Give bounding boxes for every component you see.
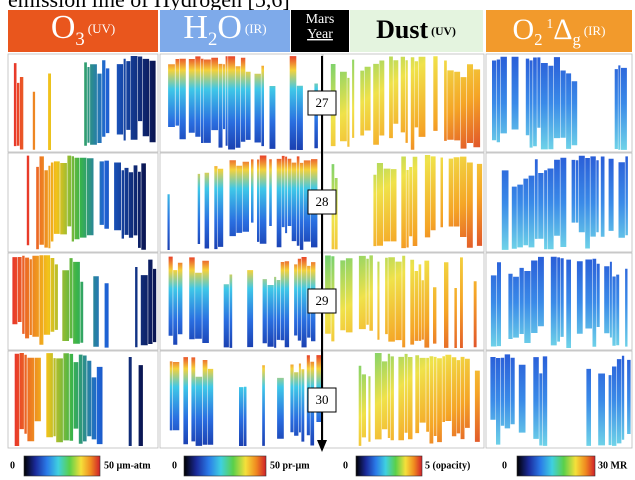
header-part: O — [217, 9, 242, 46]
heatmap — [168, 56, 318, 150]
header-part: 3 — [75, 29, 84, 50]
header-part: Year — [307, 27, 333, 42]
colorbar-max: 50 pr-µm — [270, 460, 310, 471]
heatmap — [492, 56, 627, 150]
header-label: Dust (UV) — [376, 15, 456, 44]
heatmap — [325, 255, 477, 348]
colorbar-min: 0 — [10, 460, 15, 471]
header-part: O — [513, 13, 535, 46]
year-label: 28 — [316, 194, 329, 209]
header-cell — [350, 10, 483, 52]
header-cell — [486, 10, 632, 52]
year-box — [307, 288, 337, 314]
caption-fragment: emission line of Hydrogen [5,6] — [8, 0, 290, 12]
colorbar-min: 0 — [172, 460, 177, 471]
colorbar-min: 0 — [502, 460, 507, 471]
year-label: 27 — [316, 95, 330, 110]
year-label: 30 — [316, 392, 329, 407]
colorbars: 0 50 µm-atm 0 50 pr-µm 0 5 (opacity) 0 30 MR — [10, 455, 628, 477]
heatmap — [13, 56, 156, 150]
header-part: H — [183, 9, 208, 46]
heatmap — [14, 353, 143, 446]
header-cell — [291, 10, 349, 52]
heatmap — [26, 155, 146, 250]
header-cell — [160, 10, 290, 52]
header-part: 2 — [208, 29, 217, 50]
header-part: (UV) — [431, 25, 456, 38]
header-label: O3 (UV) — [51, 9, 115, 50]
year-box — [307, 90, 337, 116]
heatmap — [12, 255, 157, 348]
heatmap — [490, 354, 631, 446]
colorbar-max: 30 MR — [598, 460, 628, 471]
year-label: 29 — [316, 293, 329, 308]
header-part: (IR) — [245, 21, 267, 36]
header-part: 2 — [534, 30, 542, 49]
headers: O3(UV) H2O (IR)Mars Year Dust (UV) O21Δg (IR) — [51, 9, 606, 50]
header-part: Δ — [553, 13, 572, 46]
colorbar-min: 0 — [343, 460, 348, 471]
year-box — [307, 189, 337, 215]
colorbar-max: 50 µm-atm — [104, 460, 151, 471]
panels — [7, 53, 633, 449]
colorbar — [183, 455, 267, 477]
colorbar — [355, 455, 423, 477]
year-box — [307, 387, 337, 413]
header-part: O — [51, 9, 76, 46]
header-part: 1 — [546, 16, 553, 31]
arrow-head — [317, 440, 327, 452]
heatmap — [168, 256, 316, 348]
heatmap — [490, 256, 628, 348]
heatmap — [167, 155, 318, 250]
header-label: O21Δg (IR) — [513, 13, 606, 49]
panel-frame — [485, 350, 633, 449]
header-label: H2O (IR) — [183, 9, 266, 50]
colorbar — [516, 455, 596, 477]
heatmap — [331, 155, 483, 250]
years: 27 28 29 30 — [307, 90, 337, 413]
heatmap — [358, 353, 480, 446]
header-part: Mars — [306, 12, 335, 27]
header-part: (IR) — [584, 23, 606, 38]
panel-frame — [159, 252, 323, 351]
header-label: Mars Year — [306, 12, 335, 42]
heatmap — [330, 56, 481, 150]
header-part: Dust — [376, 15, 428, 44]
colorbar-max: 5 (opacity) — [425, 460, 470, 471]
colorbar — [23, 455, 101, 477]
header-cell — [8, 10, 158, 52]
header-part: (UV) — [88, 21, 115, 36]
header-part: g — [573, 30, 581, 49]
heatmap — [501, 155, 628, 250]
heatmap — [169, 355, 322, 446]
